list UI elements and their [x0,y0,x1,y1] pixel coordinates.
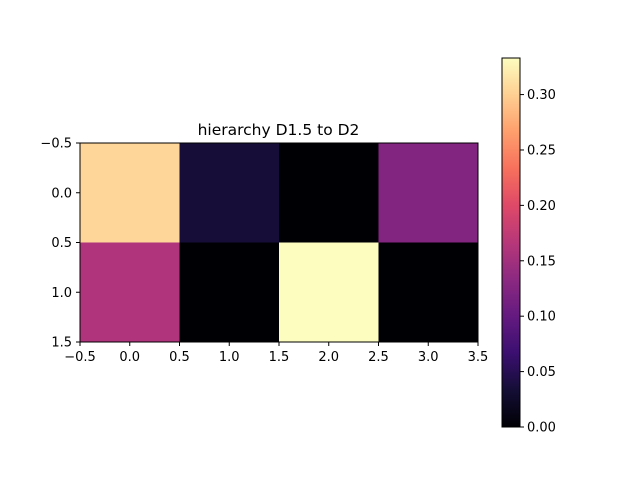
colorbar-tick-label: 0.30 [527,88,556,103]
x-tick-label: 1.5 [269,350,290,365]
y-tick-label: 0.5 [51,236,72,251]
heatmap-cell [179,143,280,243]
y-tick-label: 1.5 [51,336,72,351]
chart-title: hierarchy D1.5 to D2 [198,121,360,139]
colorbar-tick-label: 0.05 [527,365,556,380]
x-tick-label: 0.0 [119,350,140,365]
heatmap-cells [80,143,479,343]
colorbar-tick-label: 0.20 [527,199,556,214]
x-tick-label: −0.5 [64,350,96,365]
heatmap-cell [80,242,180,343]
x-tick-label: 2.0 [318,350,339,365]
y-tick-label: 0.0 [51,186,72,201]
x-tick-label: 1.0 [219,350,240,365]
heatmap-cell [279,143,379,243]
x-tick-label: 2.5 [368,350,389,365]
colorbar-tick-label: 0.00 [527,421,556,436]
x-tick-label: 0.5 [169,350,190,365]
x-axis: −0.5 0.0 0.5 1.0 1.5 2.0 2.5 3.0 3.5 [64,342,488,365]
x-tick-label: 3.0 [418,350,439,365]
colorbar-tick-label: 0.15 [527,254,556,269]
y-axis: −0.5 0.0 0.5 1.0 1.5 [40,137,80,351]
heatmap-cell [378,242,479,343]
colorbar-tick-label: 0.25 [527,143,556,158]
heatmap-cell [378,143,479,243]
colorbar-axis: 0.00 0.05 0.10 0.15 0.20 0.25 0.30 [520,88,556,436]
y-tick-label: −0.5 [40,137,72,152]
colorbar-tick-label: 0.10 [527,310,556,325]
y-tick-label: 1.0 [51,286,72,301]
heatmap-cell [179,242,280,343]
heatmap-cell [279,242,379,343]
colorbar [501,57,521,428]
heatmap-cell [80,143,180,243]
x-tick-label: 3.5 [468,350,489,365]
